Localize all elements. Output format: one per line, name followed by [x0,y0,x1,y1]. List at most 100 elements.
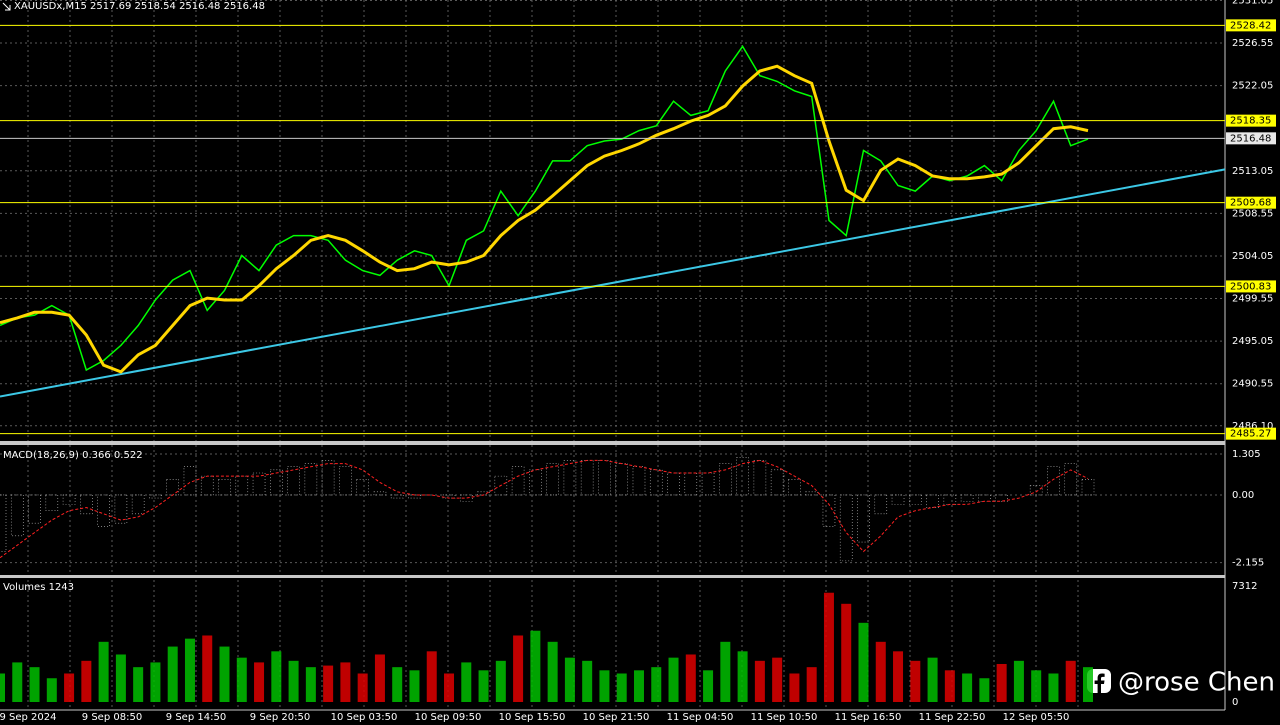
panel-separator [0,441,1225,445]
macd-bar [1047,466,1060,496]
macd-bar [839,494,853,562]
macd-bar [891,494,905,505]
volume-bar [444,673,455,702]
macd-bar [701,472,715,496]
macd-bar [218,478,231,496]
volume-bar [754,660,765,702]
panel-separator [0,575,1225,578]
volume-bar [772,657,783,702]
trendline [0,168,1226,398]
volume-bar [323,665,334,702]
macd-bar [1081,478,1095,496]
macd-bar [546,463,559,496]
macd-bar [874,494,888,515]
volume-bar [254,662,265,702]
macd-bar [252,472,266,496]
macd-bar [459,494,473,502]
volume-bar [564,657,575,702]
y-tick-label: 0 [1232,697,1238,708]
macd-bar [632,466,646,496]
x-tick-label: 10 Sep 09:50 [415,712,482,723]
volume-bar [910,660,921,702]
volume-bar [513,635,524,702]
volume-bar [202,635,213,702]
level-label: 2485.27 [1230,429,1271,440]
last-price-label: 2516.48 [1230,133,1271,144]
volume-bar [236,657,247,702]
volume-bar [392,667,403,702]
y-tick-label: -2.155 [1232,558,1264,569]
facebook-glyph [1094,673,1105,693]
macd-bar [511,466,525,496]
grid [0,0,1225,710]
volume-bar [115,654,126,702]
macd-bar [598,460,611,496]
volume-bar [1013,660,1024,702]
watermark-text: @rose Chen [1118,668,1275,698]
y-tick-label: 2526.55 [1232,38,1273,49]
x-tick-label: 10 Sep 21:50 [583,712,650,723]
macd-bar [529,469,542,496]
macd-bar [995,494,1008,502]
volume-bar [944,670,955,702]
y-tick-label: 2499.55 [1232,294,1273,305]
x-tick-label: 9 Sep 20:50 [250,712,310,723]
macd-bar [373,491,387,496]
volume-bar [875,641,886,702]
x-tick-label: 11 Sep 04:50 [667,712,734,723]
macd-bar [805,491,818,496]
title-arrow [2,2,11,11]
x-tick-label: 9 Sep 2024 [0,712,57,723]
macd-bar [1029,485,1043,496]
volume-bar [374,654,385,702]
level-label: 2500.83 [1230,281,1271,292]
y-tick-label: 2490.55 [1232,379,1273,390]
macd-bar [183,466,197,496]
x-tick-label: 10 Sep 15:50 [499,712,566,723]
y-tick-label: 2508.55 [1232,208,1273,219]
volume-bar [409,670,420,702]
macd-bar [494,475,508,496]
volume-bar [651,667,662,702]
macd-bar [788,478,801,496]
macd-bar [270,469,283,496]
volume-bar [1031,670,1042,702]
y-tick-label: 7312 [1232,581,1257,592]
volume-bar [685,654,696,702]
y-tick-label: 2531.05 [1232,0,1273,6]
macd-bar [736,456,749,496]
x-tick-label: 9 Sep 08:50 [82,712,142,723]
macd-bar [339,466,352,496]
volume-bar [340,662,351,702]
volume-bar [927,657,938,702]
x-tick-label: 11 Sep 22:50 [919,712,986,723]
macd-bar [10,494,24,537]
x-tick-label: 10 Sep 03:50 [331,712,398,723]
volume-bar [962,673,973,702]
volume-bar [720,641,731,702]
volume-bar [841,603,852,702]
volume-bar [737,651,748,702]
y-tick-label: 2504.05 [1232,251,1273,262]
macd-bar [97,494,110,527]
macd-bar [45,494,59,511]
level-label-box [1226,280,1276,293]
volume-bar [996,663,1007,702]
volume-bar [1065,660,1076,702]
volume-bar [64,673,75,702]
macd-bar [62,494,76,505]
volume-bar [979,678,990,702]
volume-bar [357,673,368,702]
y-tick-label: 0.00 [1232,490,1254,501]
volume-bar [461,662,472,702]
macd-bar [114,494,128,524]
macd-bar [390,494,404,499]
y-tick-label: 1.305 [1232,449,1261,460]
macd-bar [926,494,939,508]
macd-bar [770,469,784,496]
volume-bar [167,646,178,702]
volume-bar [858,622,869,702]
volume-bar [184,638,195,702]
